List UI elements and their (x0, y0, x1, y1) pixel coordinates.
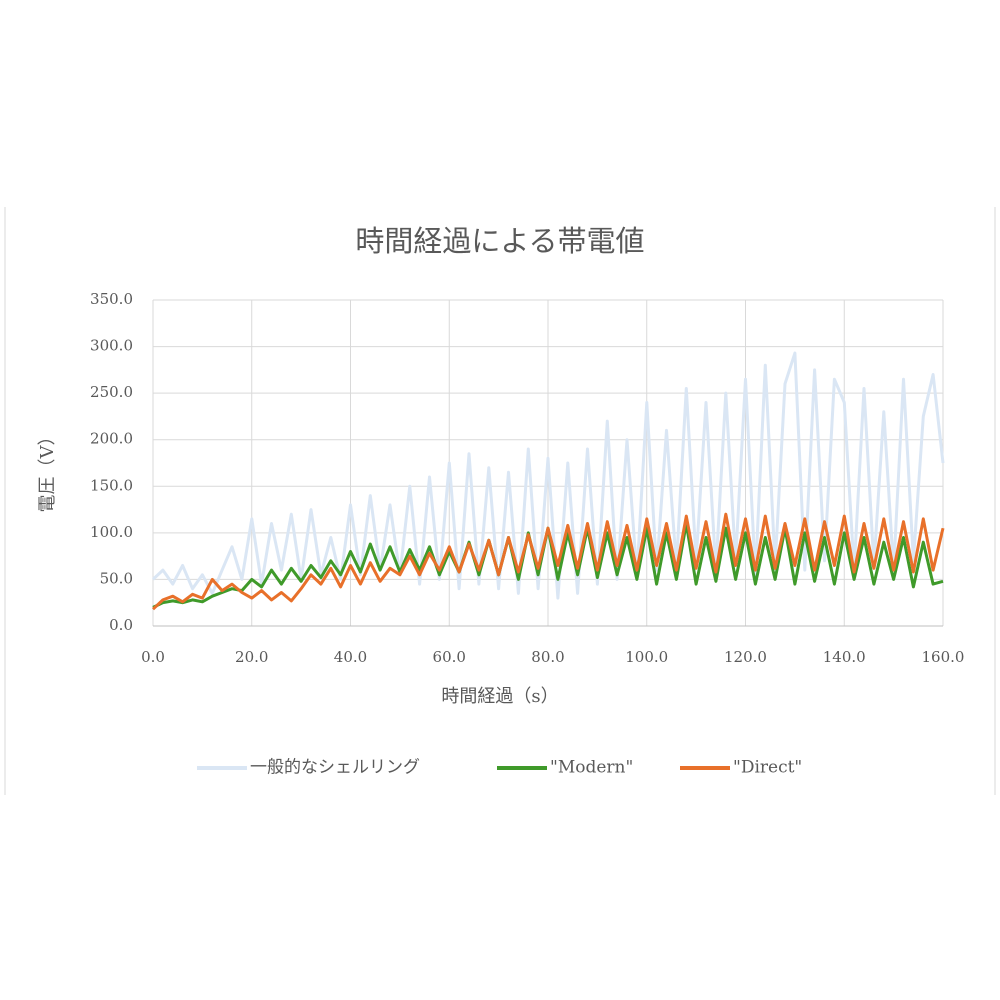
y-tick-label: 250.0 (90, 383, 133, 401)
x-tick-label: 120.0 (724, 648, 767, 666)
y-tick-label: 300.0 (90, 337, 133, 355)
x-axis-label: 時間経過（s） (441, 686, 558, 707)
x-tick-label: 40.0 (334, 648, 367, 666)
y-tick-label: 100.0 (90, 523, 133, 541)
y-axis-label: 電圧（V） (37, 428, 58, 513)
x-tick-label: 60.0 (433, 648, 466, 666)
chart-title: 時間経過による帯電値 (355, 224, 644, 258)
series-line (151, 512, 945, 611)
y-tick-label: 200.0 (90, 430, 133, 448)
legend-label: 一般的なシェルリング (250, 758, 420, 778)
x-tick-label: 0.0 (141, 648, 165, 666)
x-tick-label: 140.0 (823, 648, 866, 666)
y-tick-label: 350.0 (90, 290, 133, 308)
y-tick-label: 50.0 (100, 569, 133, 587)
legend-label: "Direct" (733, 758, 802, 778)
series-line (151, 351, 945, 600)
x-tick-label: 80.0 (531, 648, 564, 666)
x-tick-label: 160.0 (922, 648, 965, 666)
y-tick-label: 0.0 (109, 616, 133, 634)
y-tick-label: 150.0 (90, 476, 133, 494)
x-tick-label: 20.0 (235, 648, 268, 666)
legend-label: "Modern" (550, 758, 633, 778)
x-tick-label: 100.0 (625, 648, 668, 666)
